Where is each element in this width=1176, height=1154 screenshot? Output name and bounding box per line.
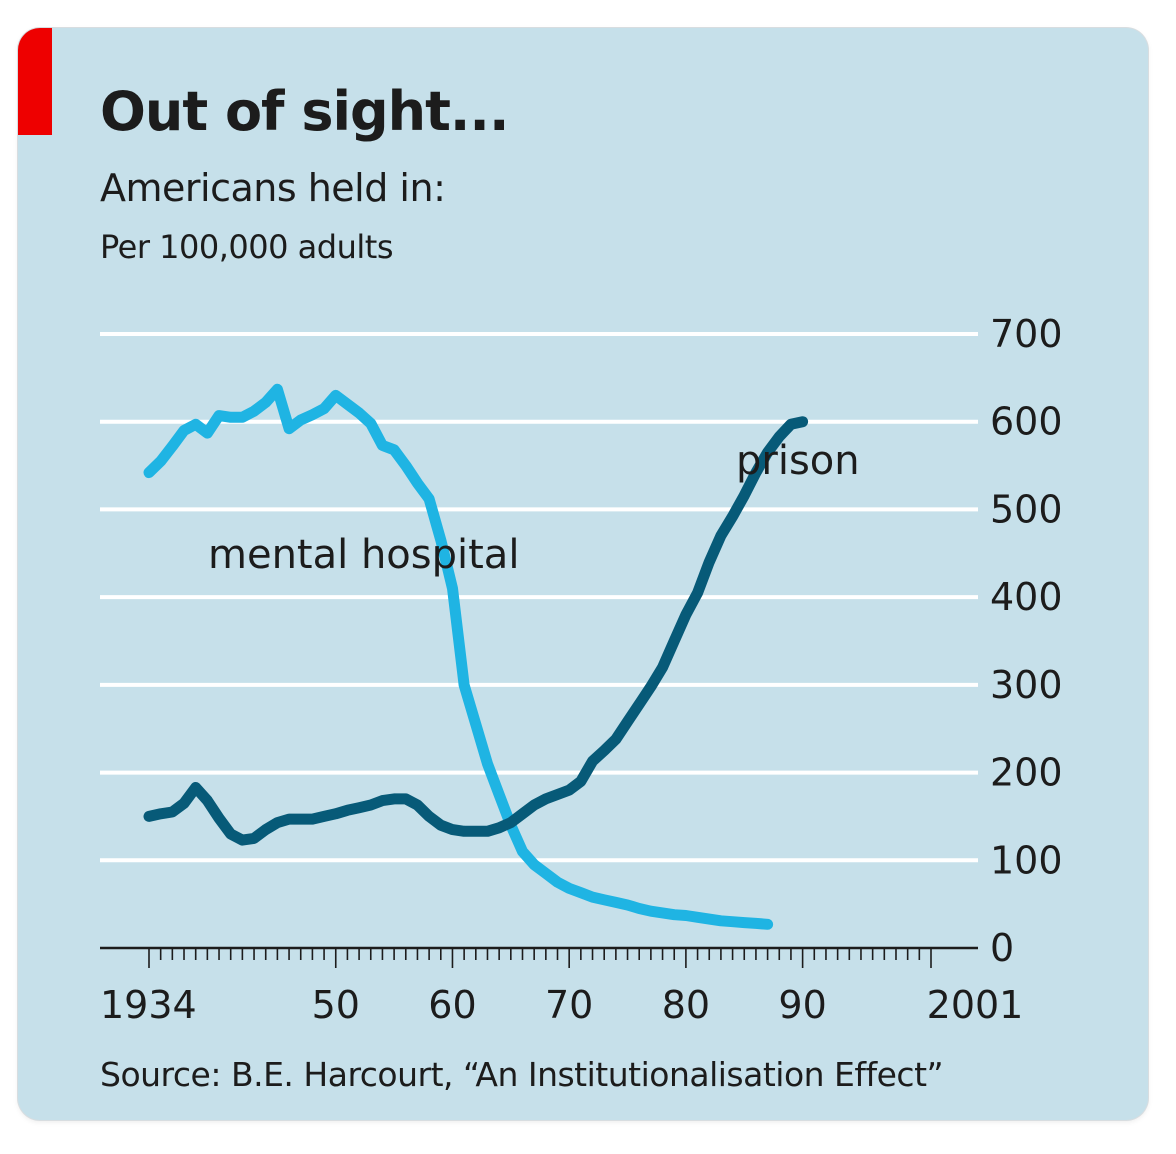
gridlines — [100, 332, 978, 863]
x-tick-label-60: 60 — [428, 983, 476, 1027]
chart-units: Per 100,000 adults — [100, 228, 393, 266]
y-tick-label-700: 700 — [990, 312, 1063, 356]
y-tick-label-500: 500 — [990, 487, 1063, 531]
y-tick-label-300: 300 — [990, 663, 1063, 707]
chart-title: Out of sight... — [100, 80, 509, 143]
x-tick-label-1934: 1934 — [100, 983, 197, 1027]
y-tick-label-600: 600 — [990, 400, 1063, 444]
x-tick-label-70: 70 — [545, 983, 593, 1027]
x-tick-label-80: 80 — [662, 983, 710, 1027]
y-tick-label-0: 0 — [990, 926, 1014, 970]
red-accent-tag — [18, 28, 52, 135]
chart-card: Out of sight... Americans held in: Per 1… — [18, 28, 1148, 1120]
series-label-mental-hospital: mental hospital — [208, 532, 519, 578]
x-tick-label-90: 90 — [778, 983, 826, 1027]
y-axis: 0 100 200 300 400 500 600 700 — [990, 312, 1063, 970]
y-tick-label-100: 100 — [990, 838, 1063, 882]
x-tick-label-50: 50 — [312, 983, 360, 1027]
y-tick-label-200: 200 — [990, 751, 1063, 795]
series-line-mental-hospital — [143, 383, 774, 930]
series-label-prison: prison — [736, 438, 860, 484]
series-line-prison — [143, 416, 809, 846]
chart-subtitle: Americans held in: — [100, 166, 446, 210]
x-tick-label-2001: 2001 — [927, 983, 1024, 1027]
series-lines — [143, 383, 809, 930]
chart-source: Source: B.E. Harcourt, “An Institutional… — [100, 1055, 944, 1094]
x-axis: 1934 50 60 70 80 90 2001 — [100, 946, 1024, 1027]
y-tick-label-400: 400 — [990, 575, 1063, 619]
line-chart: 0 100 200 300 400 500 600 700 1934 50 60 70 80 90 200… — [100, 312, 1063, 1027]
